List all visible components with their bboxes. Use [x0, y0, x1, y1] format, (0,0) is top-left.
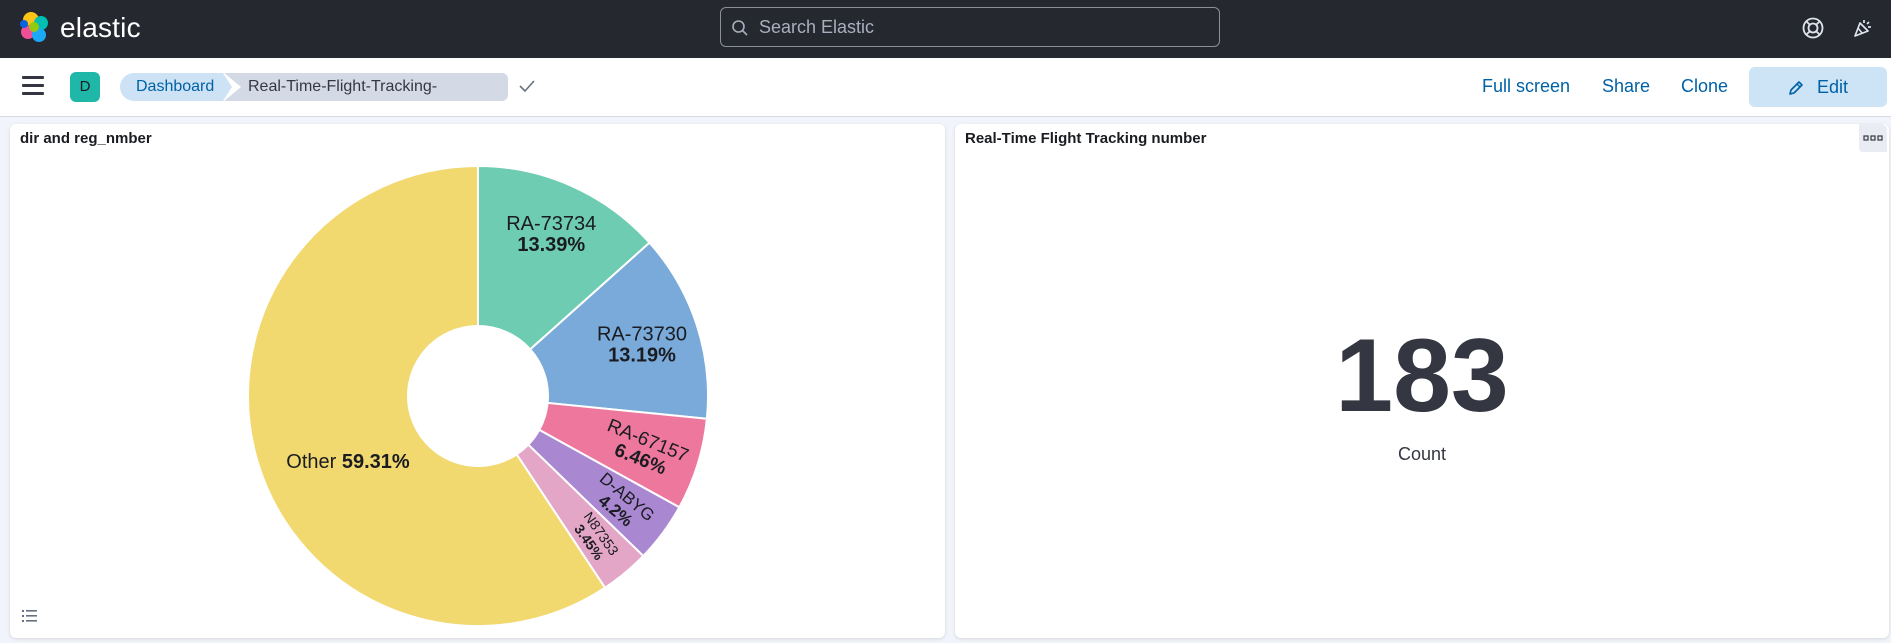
edit-button-label: Edit — [1817, 77, 1849, 97]
donut-chart: RA-7373413.39%RA-7373013.19%RA-671576.46… — [247, 164, 709, 627]
check-icon — [519, 80, 535, 93]
slice-label: RA-73730 — [597, 324, 687, 346]
share-button[interactable]: Share — [1602, 76, 1651, 96]
elastic-logo-icon[interactable] — [18, 10, 52, 44]
breadcrumb-dashboard[interactable]: Dashboard — [120, 73, 232, 101]
metric-label: Count — [1397, 444, 1447, 464]
search-icon — [732, 20, 748, 36]
panel-options-button[interactable] — [1859, 124, 1887, 152]
pie-slice-ra-73730[interactable] — [528, 241, 709, 420]
dashboard-toolbar: D Dashboard Real-Time-Flight-Tracking-Pr… — [0, 58, 1891, 117]
hamburger-menu-icon[interactable] — [22, 76, 46, 98]
news-feed-icon[interactable] — [1850, 15, 1876, 41]
breadcrumb-current-dashboard: Real-Time-Flight-Tracking-Project — [224, 73, 508, 101]
global-search[interactable] — [720, 7, 1220, 47]
slice-label-group: Other 59.31% — [286, 451, 410, 473]
space-avatar[interactable]: D — [70, 72, 100, 102]
edit-button[interactable]: Edit — [1749, 67, 1887, 107]
panel-title: dir and reg_nmber — [20, 130, 152, 147]
legend-toggle-icon[interactable] — [22, 609, 38, 623]
brand-name[interactable]: elastic — [60, 12, 141, 43]
slice-label: Other 59.31% — [286, 451, 410, 473]
pie-slice-ra-73734[interactable] — [477, 164, 651, 351]
slice-percent: 13.19% — [608, 345, 676, 367]
pencil-icon — [1789, 81, 1803, 95]
top-header: elastic — [0, 0, 1891, 58]
slice-label: RA-73734 — [506, 213, 596, 235]
metric-value: 183 — [1335, 318, 1509, 434]
boxes-horizontal-icon — [1863, 135, 1883, 141]
pie-slice-other[interactable] — [247, 164, 607, 627]
help-icon[interactable] — [1800, 15, 1826, 41]
slice-percent: 13.39% — [517, 234, 585, 256]
search-input[interactable] — [759, 14, 1199, 40]
full-screen-button[interactable]: Full screen — [1482, 76, 1571, 96]
pie-chart-panel[interactable]: dir and reg_nmber RA-73734 13.39% RA-73730… — [10, 124, 945, 638]
clone-button[interactable]: Clone — [1681, 76, 1729, 96]
metric-panel[interactable]: Real-Time Flight Tracking number 183 Cou… — [955, 124, 1889, 638]
panel-title: Real-Time Flight Tracking number — [965, 130, 1207, 147]
